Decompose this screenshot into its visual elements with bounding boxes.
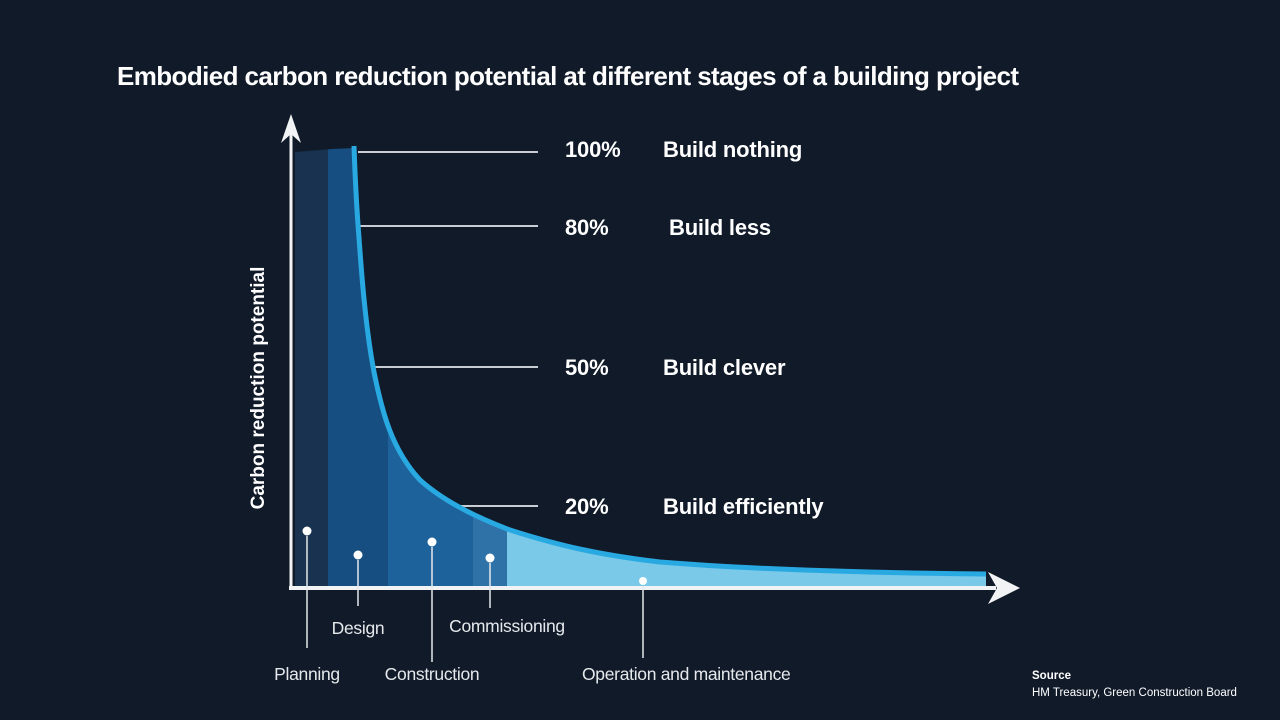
- dot-operation-maintenance: [639, 577, 647, 585]
- decay-curve: [351, 145, 987, 577]
- source-text: HM Treasury, Green Construction Board: [1032, 687, 1237, 699]
- reference-percent-100: 100%: [565, 137, 621, 162]
- stage-label-planning: Planning: [274, 664, 340, 684]
- band-construction: [388, 148, 473, 586]
- page-title: Embodied carbon reduction potential at d…: [117, 61, 1019, 91]
- stage-label-construction: Construction: [384, 664, 480, 684]
- stage-label-design: Design: [331, 618, 385, 638]
- reference-row-80: 80% Build less: [565, 215, 771, 241]
- reference-row-20: 20% Build efficiently: [565, 494, 824, 520]
- reference-label-build-less: Build less: [669, 215, 771, 240]
- reference-label-build-clever: Build clever: [663, 355, 786, 380]
- stage-label-operation-maintenance: Operation and maintenance: [582, 664, 791, 684]
- reference-row-100: 100% Build nothing: [565, 137, 802, 163]
- x-axis-arrow-icon: [988, 572, 1020, 604]
- source-heading: Source: [1032, 670, 1071, 682]
- reference-percent-50: 50%: [565, 355, 609, 380]
- dot-construction: [427, 537, 437, 547]
- reference-label-build-efficiently: Build efficiently: [663, 494, 824, 519]
- dot-planning: [302, 526, 312, 536]
- reference-percent-80: 80%: [565, 215, 609, 240]
- reference-label-build-nothing: Build nothing: [663, 137, 803, 162]
- dot-commissioning: [485, 553, 495, 563]
- band-planning: [295, 148, 328, 586]
- stage-label-commissioning: Commissioning: [449, 616, 565, 636]
- reference-percent-20: 20%: [565, 494, 609, 519]
- dot-design: [353, 550, 363, 560]
- reference-row-50: 50% Build clever: [565, 355, 786, 381]
- source-block: Source HM Treasury, Green Construction B…: [1032, 668, 1237, 702]
- y-axis-arrow-icon: [281, 114, 301, 143]
